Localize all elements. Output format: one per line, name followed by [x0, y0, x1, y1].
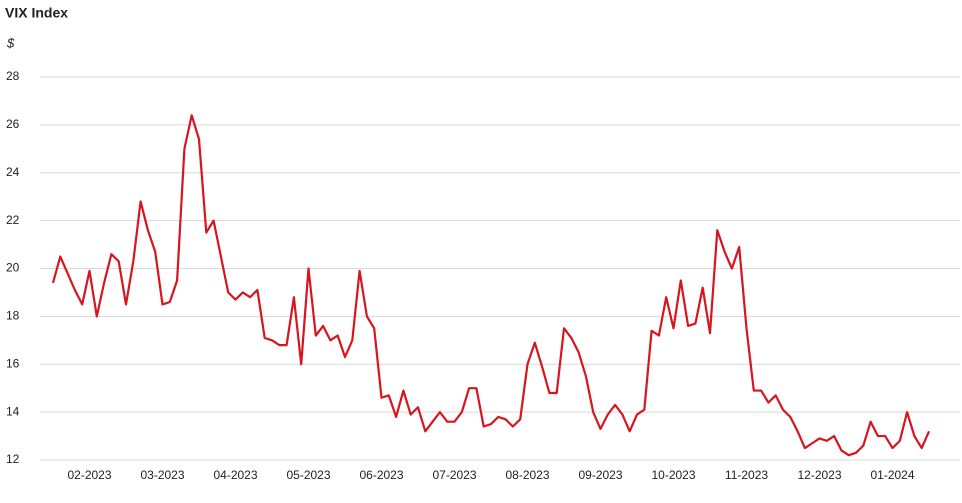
- y-tick-label: 24: [6, 165, 20, 179]
- x-tick-label: 06-2023: [359, 468, 403, 482]
- y-tick-label: 20: [6, 261, 20, 275]
- x-tick-label: 04-2023: [213, 468, 257, 482]
- x-tick-label: 09-2023: [578, 468, 622, 482]
- y-tick-label: 16: [6, 356, 20, 370]
- y-tick-label: 26: [6, 117, 20, 131]
- y-tick-label: 28: [6, 69, 20, 83]
- y-tick-label: 18: [6, 309, 20, 323]
- x-tick-label: 05-2023: [286, 468, 330, 482]
- y-tick-label: 14: [6, 404, 20, 418]
- chart-title: VIX Index: [5, 5, 68, 21]
- x-tick-label: 08-2023: [505, 468, 549, 482]
- y-tick-label: 22: [6, 213, 20, 227]
- x-tick-label: 10-2023: [651, 468, 695, 482]
- y-axis-label: $: [6, 35, 15, 50]
- x-tick-label: 02-2023: [67, 468, 111, 482]
- x-tick-label: 12-2023: [797, 468, 841, 482]
- x-tick-label: 11-2023: [725, 468, 768, 482]
- x-tick-label: 03-2023: [140, 468, 184, 482]
- data-line: [51, 114, 931, 457]
- x-tick-label: 07-2023: [432, 468, 476, 482]
- y-tick-label: 12: [6, 452, 20, 466]
- x-tick-label: 01-2024: [870, 468, 914, 482]
